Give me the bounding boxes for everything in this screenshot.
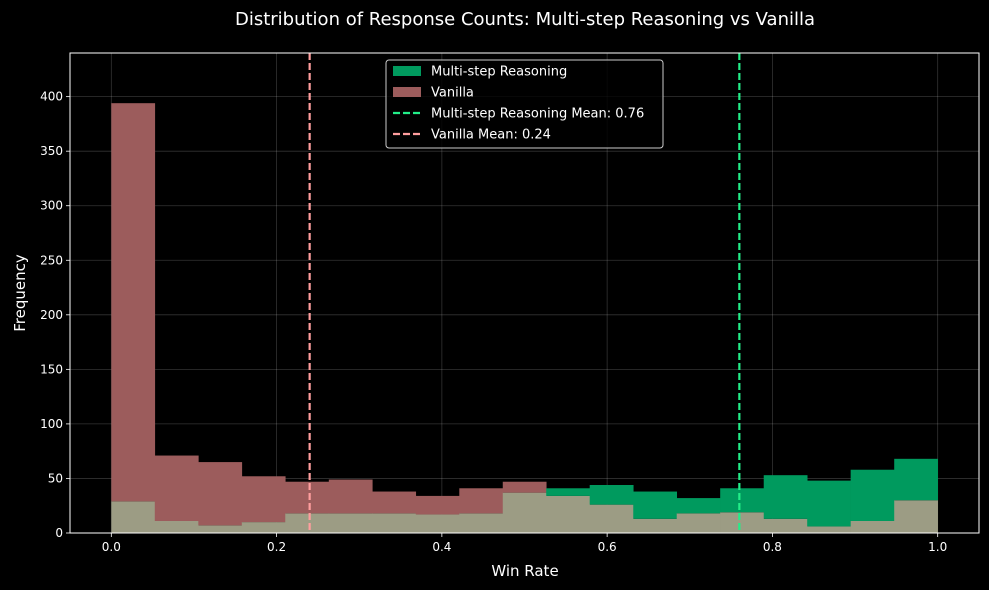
overlap-bar (198, 525, 243, 533)
multi-step-reasoning-bar (894, 458, 938, 501)
y-tick-label: 50 (48, 471, 63, 485)
legend-item-multi-step-reasoning-swatch (393, 66, 421, 76)
multi-step-reasoning-bar (633, 491, 678, 519)
vanilla-bar (198, 462, 243, 526)
vanilla-bar (502, 481, 547, 493)
vanilla-bar (154, 455, 199, 521)
y-tick-label: 100 (40, 417, 63, 431)
x-tick-label: 0.2 (267, 540, 286, 554)
y-tick-label: 0 (55, 526, 63, 540)
overlap-bar (633, 518, 678, 533)
multi-step-reasoning-bar (850, 469, 895, 521)
overlap-bar (720, 512, 765, 533)
legend-box (385, 59, 664, 149)
x-axis-ticks: 0.0 0.2 0.4 0.6 0.8 1.0 (102, 533, 947, 554)
y-axis-ticks: 0 50 100 150 200 250 300 350 400 (40, 90, 70, 540)
x-tick-label: 0.0 (102, 540, 121, 554)
multi-step-reasoning-bar (720, 488, 765, 513)
plot-frame (69, 52, 980, 534)
multi-step-reasoning-bar (676, 498, 721, 514)
overlap-bar (459, 513, 504, 533)
x-axis-label: Win Rate (491, 562, 558, 580)
overlap-bar (894, 500, 938, 533)
vanilla-bar (111, 103, 156, 502)
y-axis-label: Frequency (11, 254, 29, 332)
multi-step-reasoning-bar (546, 488, 591, 496)
x-tick-label: 0.4 (432, 540, 451, 554)
chart-title: Distribution of Response Counts: Multi-s… (235, 9, 815, 30)
overlap-bar (111, 501, 156, 533)
y-tick-label: 250 (40, 253, 63, 267)
overlap-bar (763, 518, 808, 533)
multi-step-reasoning-bar (807, 480, 851, 527)
y-tick-label: 300 (40, 199, 63, 213)
mean-lines (308, 53, 741, 533)
overlap-bar (807, 526, 851, 533)
overlap-bar (676, 513, 721, 533)
vanilla-bar (241, 476, 286, 523)
x-tick-label: 0.6 (598, 540, 617, 554)
overlap-bar (589, 504, 634, 533)
y-tick-label: 200 (40, 308, 63, 322)
overlap-bar (850, 521, 895, 533)
vanilla-bar (328, 479, 373, 514)
overlap-bar (328, 513, 373, 533)
vanilla-bar (285, 481, 330, 514)
x-tick-label: 0.8 (763, 540, 782, 554)
overlap-bar (154, 521, 199, 533)
histogram-bars (111, 103, 938, 533)
multi-step-reasoning-bar (763, 475, 808, 519)
legend: Multi-step Reasoning Vanilla Multi-step Re… (385, 59, 664, 149)
y-tick-label: 150 (40, 362, 63, 376)
overlap-bar (241, 522, 286, 533)
legend-item-vanilla-label: Vanilla (431, 86, 474, 101)
multi-step-reasoning-bar (589, 485, 634, 505)
overlap-bar (415, 514, 460, 533)
vanilla-bar (415, 495, 460, 515)
x-tick-label: 1.0 (928, 540, 947, 554)
legend-item-vanilla-swatch (393, 87, 421, 97)
y-tick-label: 350 (40, 144, 63, 158)
overlap-bar (285, 513, 330, 533)
vanilla-bar (459, 488, 504, 514)
legend-item-vanilla-mean-label: Vanilla Mean: 0.24 (431, 128, 551, 143)
y-tick-label: 400 (40, 90, 63, 104)
overlap-bar (372, 513, 417, 533)
overlap-bar (502, 492, 547, 533)
legend-item-multi-step-mean-label: Multi-step Reasoning Mean: 0.76 (431, 107, 644, 122)
overlap-bar (546, 495, 591, 533)
vanilla-bar (372, 491, 417, 514)
legend-item-multi-step-reasoning-label: Multi-step Reasoning (431, 65, 567, 80)
